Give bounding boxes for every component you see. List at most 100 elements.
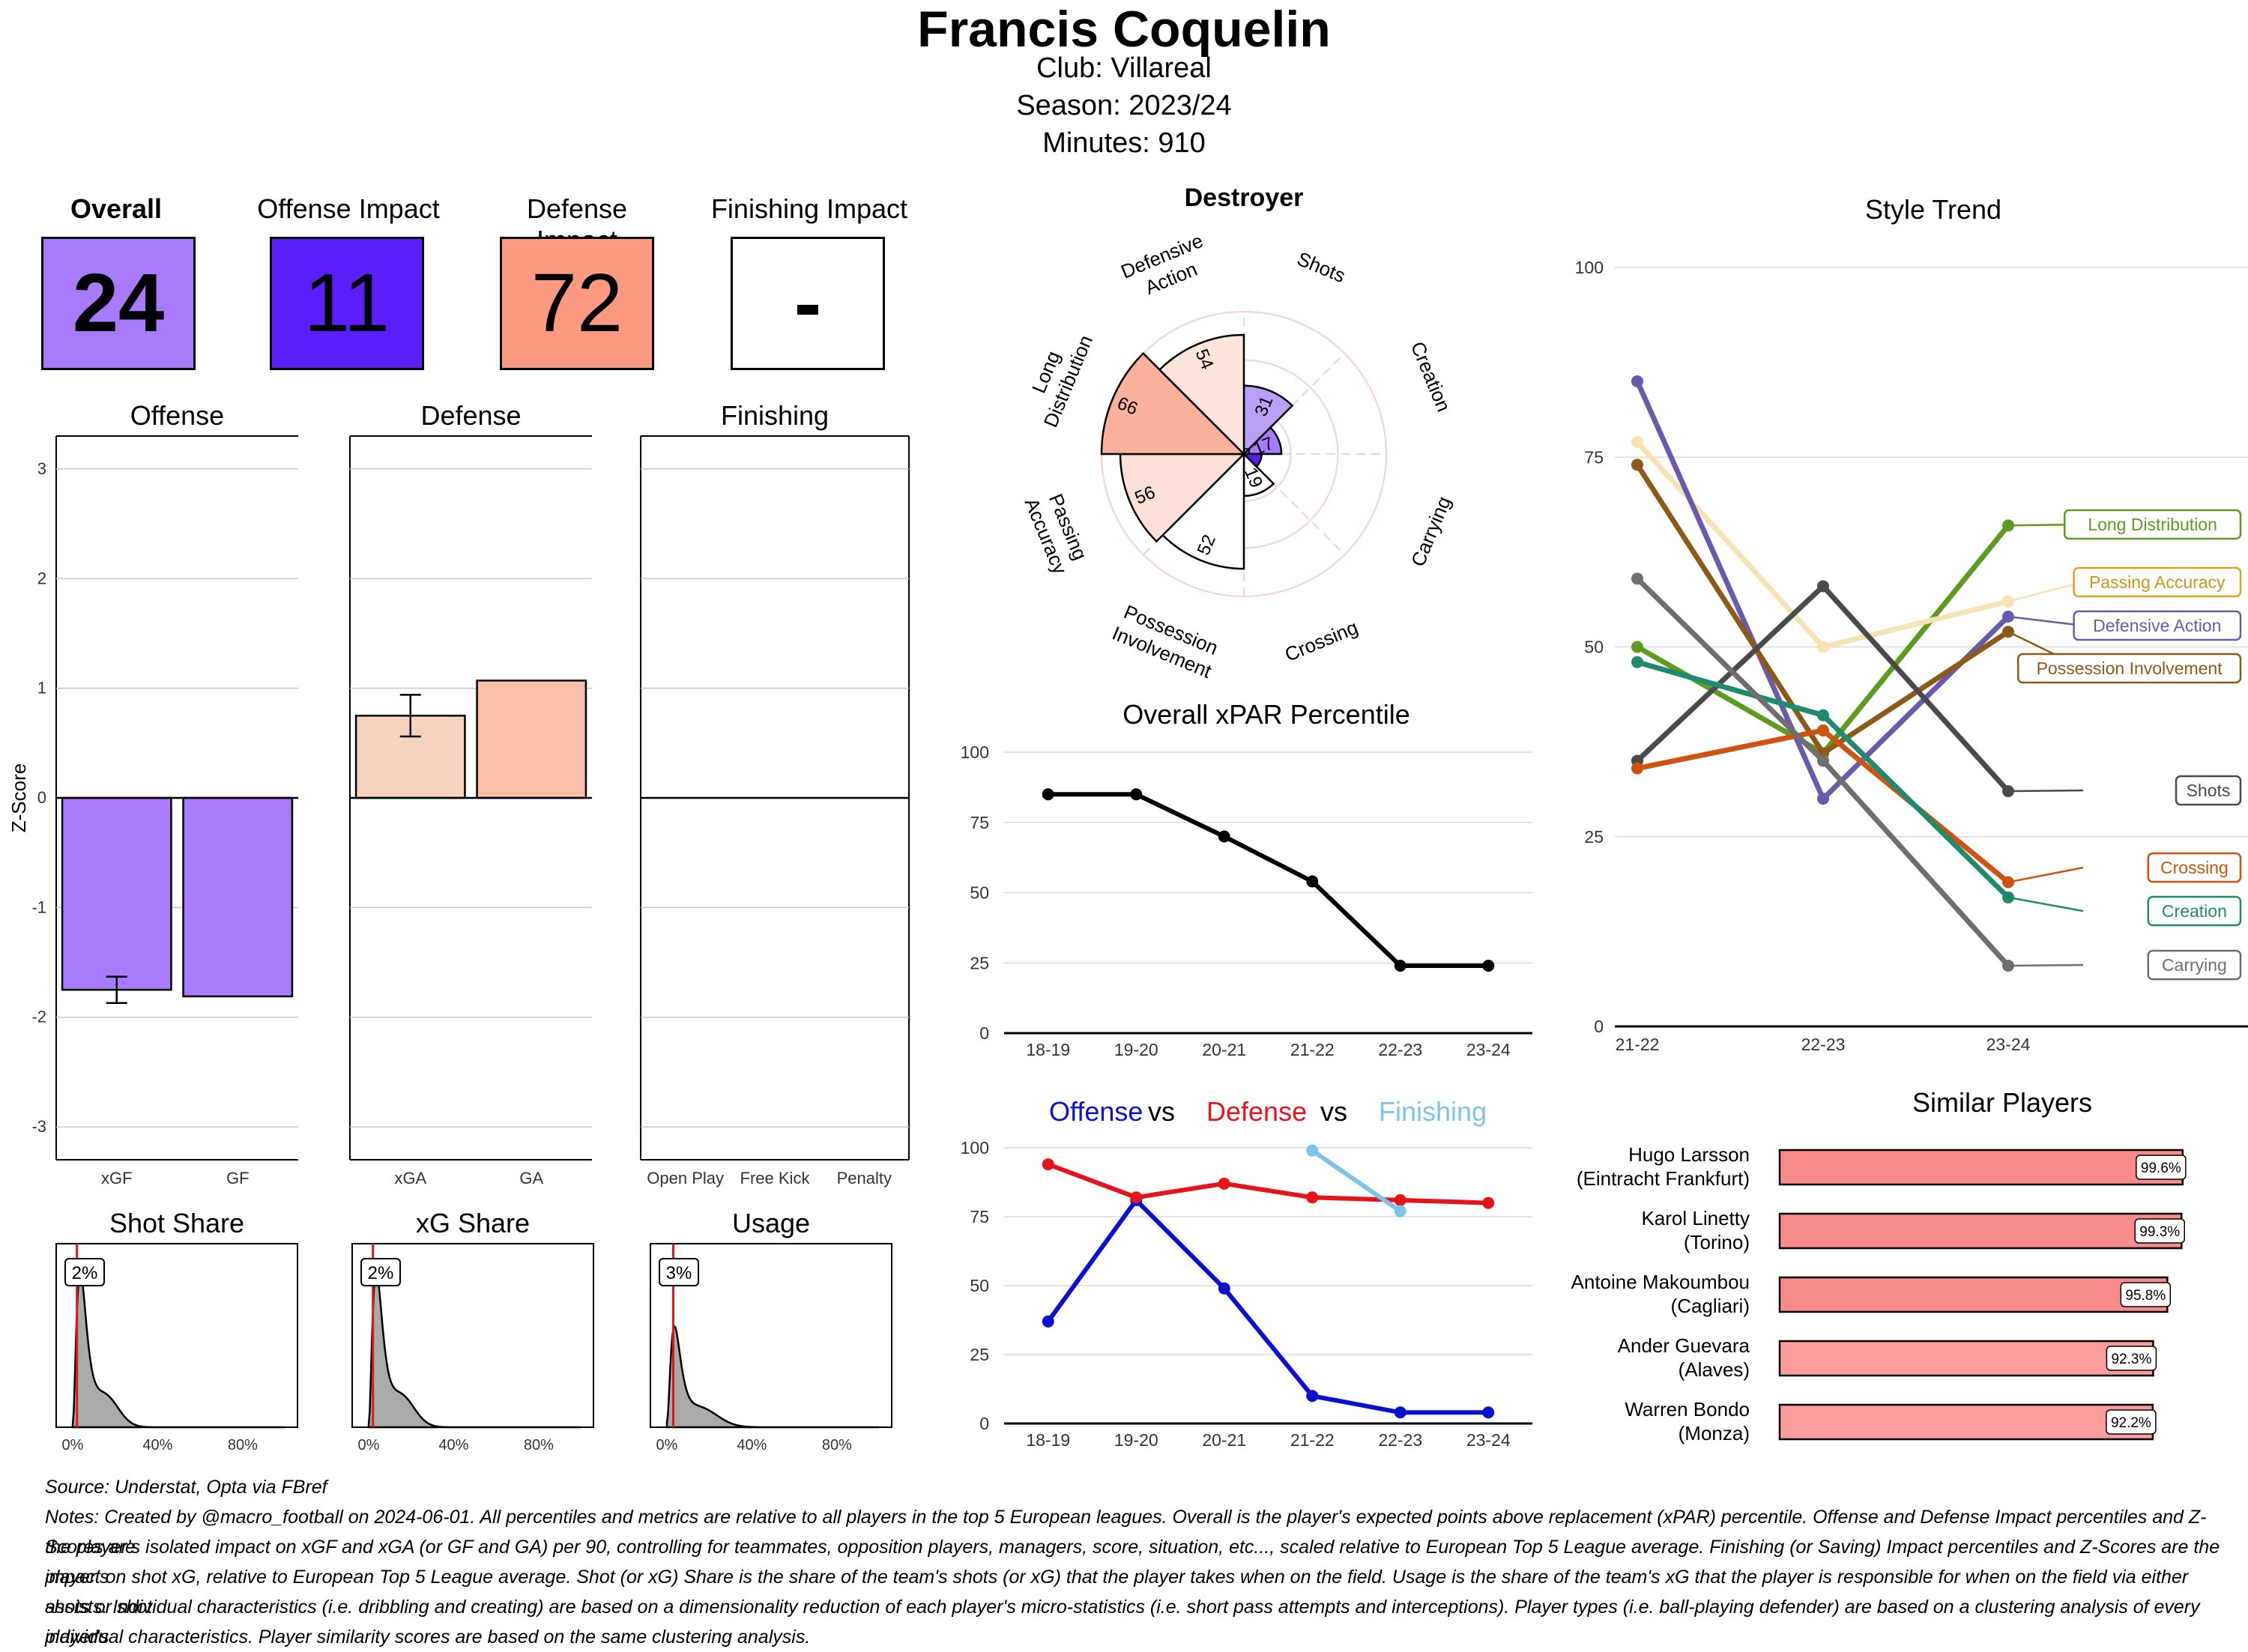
ovd-title-part: Defense (1206, 1096, 1307, 1127)
x-tick-label: 20-21 (1202, 1040, 1246, 1059)
style-point (1817, 641, 1829, 653)
y-tick-label: 50 (970, 1276, 989, 1295)
style-trend-title: Style Trend (1865, 194, 2001, 225)
style-point (1631, 762, 1643, 775)
similar-player-name: Ander Guevara (1618, 1334, 1750, 1357)
x-tick-label: 40% (438, 1437, 468, 1453)
notes-line: assists. Individual characteristics (i.e… (45, 1597, 2200, 1648)
x-tick-label: 22-23 (1378, 1430, 1422, 1450)
style-label-connector (2007, 866, 2084, 883)
y-tick-label: 75 (1584, 447, 1604, 467)
overall-score-box: 24 (41, 237, 196, 370)
value-label-box: 2% (64, 1258, 105, 1286)
y-tick-label: 100 (961, 742, 989, 762)
style-point (1817, 724, 1829, 736)
x-tick-label: 23-24 (1986, 1035, 2031, 1054)
panel-title: Shot Share (109, 1208, 244, 1238)
style-series-name: Possession Involvement (2037, 659, 2223, 678)
panel-title: Offense (130, 400, 224, 431)
x-tick-label: 21-22 (1290, 1430, 1335, 1450)
label-box (659, 1258, 699, 1286)
ovd-line (1046, 1196, 1489, 1415)
style-label-connector (2007, 896, 2084, 913)
x-tick-label: 80% (524, 1437, 554, 1453)
notes-line: individual characteristics. Player simil… (45, 1627, 811, 1648)
y-tick-label: -3 (31, 1117, 46, 1136)
notes-line: Notes: Created by @macro_football on 202… (45, 1507, 2207, 1558)
zscore-bar (61, 796, 172, 991)
similar-player-name: Karol Linetty (1641, 1207, 1750, 1229)
x-tick-label: 22-23 (1378, 1040, 1422, 1059)
similarity-label: 92.2% (2106, 1409, 2157, 1435)
y-tick-label: -1 (31, 898, 46, 916)
similarity-value: 92.2% (2111, 1415, 2151, 1431)
label-box (2134, 1218, 2185, 1244)
radar-wedge (1161, 451, 1245, 570)
y-tick-label: 2 (37, 569, 46, 587)
similarity-label: 92.3% (2106, 1346, 2157, 1371)
y-tick-label: 0 (37, 788, 46, 807)
x-tick-label: Penalty (837, 1169, 892, 1187)
value-label-box: 2% (360, 1258, 401, 1286)
radar-wedge (1158, 333, 1245, 457)
style-point (1817, 580, 1829, 593)
ovd-point (1482, 1196, 1495, 1209)
radar-category-label: Crossing (1281, 616, 1361, 666)
notes-line: impact on shot xG, relative to European … (45, 1567, 2189, 1618)
x-tick-label: 19-20 (1114, 1040, 1158, 1059)
y-tick-label: 100 (961, 1138, 989, 1158)
xpar-point (1306, 875, 1319, 888)
offense-impact-label: Offense Impact (257, 193, 440, 224)
style-point (1631, 572, 1643, 585)
x-tick-label: Free Kick (740, 1169, 811, 1187)
ovd-point (1306, 1144, 1319, 1157)
style-point (1631, 641, 1643, 653)
ovd-point (1482, 1406, 1495, 1419)
y-tick-label: 25 (970, 953, 989, 972)
label-box (2106, 1346, 2157, 1371)
x-tick-label: 0% (358, 1437, 380, 1453)
radar-wedge (1242, 384, 1294, 457)
similar-player-club: (Alaves) (1679, 1358, 1750, 1381)
label-box (360, 1258, 401, 1286)
label-box (2073, 566, 2242, 598)
style-series-name: Passing Accuracy (2089, 572, 2226, 592)
style-point (1631, 435, 1643, 448)
ovd-title-part: vs (1320, 1096, 1347, 1127)
style-series-name: Crossing (2160, 858, 2229, 877)
offense-impact-score-box: 11 (270, 237, 424, 370)
style-series-label: Creation (2147, 895, 2242, 927)
style-series-name: Shots (2187, 781, 2231, 800)
similar-player-club: (Eintracht Frankfurt) (1577, 1167, 1750, 1190)
label-box (2073, 610, 2242, 641)
x-tick-label: 20-21 (1202, 1430, 1246, 1450)
x-tick-label: 21-22 (1290, 1040, 1335, 1059)
xpar-point (1042, 788, 1054, 801)
y-tick-label: 3 (37, 459, 46, 478)
density-area (665, 1324, 880, 1429)
x-tick-label: Open Play (647, 1169, 724, 1187)
similarity-value: 99.3% (2139, 1224, 2180, 1240)
similar-player-club: (Monza) (1679, 1422, 1750, 1444)
style-series-name: Carrying (2162, 955, 2227, 975)
x-tick-label: 18-19 (1026, 1040, 1070, 1059)
x-tick-label: 80% (822, 1437, 852, 1453)
ovd-point (1218, 1282, 1230, 1295)
x-tick-label: 40% (737, 1437, 767, 1453)
similarity-label: 99.3% (2134, 1218, 2185, 1244)
radar-wedge (1241, 426, 1283, 456)
similar-players-title: Similar Players (1912, 1087, 2092, 1118)
x-tick-label: 80% (228, 1437, 258, 1453)
finishing-impact-score-box: - (731, 237, 885, 370)
similarity-value: 92.3% (2111, 1352, 2151, 1367)
label-box (2063, 509, 2242, 540)
ovd-point (1042, 1315, 1054, 1328)
x-tick-label: 40% (142, 1437, 172, 1453)
similar-player-name: Antoine Makoumbou (1571, 1271, 1750, 1293)
style-series-label: Crossing (2147, 852, 2242, 883)
x-tick-label: 22-23 (1801, 1035, 1846, 1054)
x-tick-label: 21-22 (1616, 1035, 1660, 1054)
ovd-title-part: Offense (1049, 1096, 1143, 1127)
style-label-connector (2007, 789, 2084, 793)
zscore-bar (182, 796, 294, 998)
